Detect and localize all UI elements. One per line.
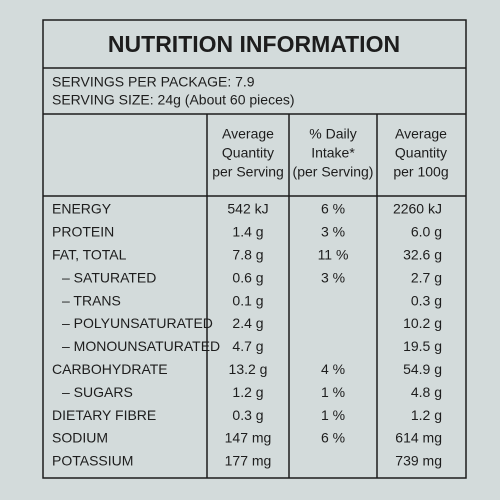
cell: 7.8 g (232, 247, 263, 263)
nutrient-name: ENERGY (52, 201, 112, 217)
cell: 3 % (321, 269, 345, 285)
nutrient-name: POTASSIUM (52, 453, 133, 469)
cell: 614 mg (395, 430, 442, 446)
cell: 4.7 g (232, 338, 263, 354)
cell: 2.7 g (411, 269, 442, 285)
cell: 1 % (321, 407, 345, 423)
column-header: Quantity (222, 145, 274, 161)
cell: 1.4 g (232, 224, 263, 240)
cell: 0.3 g (232, 407, 263, 423)
nutrient-name: SODIUM (52, 430, 108, 446)
cell: 177 mg (225, 453, 272, 469)
column-header: per Serving (212, 164, 284, 180)
nutrient-name: – POLYUNSATURATED (62, 315, 213, 331)
cell: 542 kJ (227, 201, 268, 217)
nutrient-name: FAT, TOTAL (52, 247, 127, 263)
cell: 0.1 g (232, 292, 263, 308)
cell: 3 % (321, 224, 345, 240)
cell: 2260 kJ (393, 201, 442, 217)
cell: 739 mg (395, 453, 442, 469)
servings-per-package: SERVINGS PER PACKAGE: 7.9 (52, 74, 255, 90)
cell: 6 % (321, 201, 345, 217)
column-header: (per Serving) (293, 164, 374, 180)
cell: 32.6 g (403, 247, 442, 263)
cell: 6.0 g (411, 224, 442, 240)
column-header: Average (222, 126, 274, 142)
cell: 1 % (321, 384, 345, 400)
cell: 1.2 g (232, 384, 263, 400)
column-header: Quantity (395, 145, 447, 161)
frame (42, 19, 467, 479)
cell: 2.4 g (232, 315, 263, 331)
cell: 19.5 g (403, 338, 442, 354)
nutrient-name: – SUGARS (62, 384, 133, 400)
nutrient-name: – MONOUNSATURATED (62, 338, 220, 354)
cell: 0.6 g (232, 269, 263, 285)
cell: 147 mg (225, 430, 272, 446)
nutrient-name: DIETARY FIBRE (52, 407, 156, 423)
nutrient-name: – TRANS (62, 292, 121, 308)
cell: 10.2 g (403, 315, 442, 331)
column-header: Average (395, 126, 447, 142)
serving-size: SERVING SIZE: 24g (About 60 pieces) (52, 92, 295, 108)
cell: 4.8 g (411, 384, 442, 400)
cell: 1.2 g (411, 407, 442, 423)
column-header: Intake* (311, 145, 355, 161)
cell: 6 % (321, 430, 345, 446)
nutrient-name: PROTEIN (52, 224, 114, 240)
column-header: % Daily (309, 126, 356, 142)
nutrient-name: CARBOHYDRATE (52, 361, 168, 377)
column-header: per 100g (393, 164, 448, 180)
cell: 54.9 g (403, 361, 442, 377)
cell: 4 % (321, 361, 345, 377)
nutrient-name: – SATURATED (62, 269, 156, 285)
title: NUTRITION INFORMATION (108, 31, 400, 57)
cell: 0.3 g (411, 292, 442, 308)
cell: 13.2 g (229, 361, 268, 377)
cell: 11 % (318, 247, 349, 263)
